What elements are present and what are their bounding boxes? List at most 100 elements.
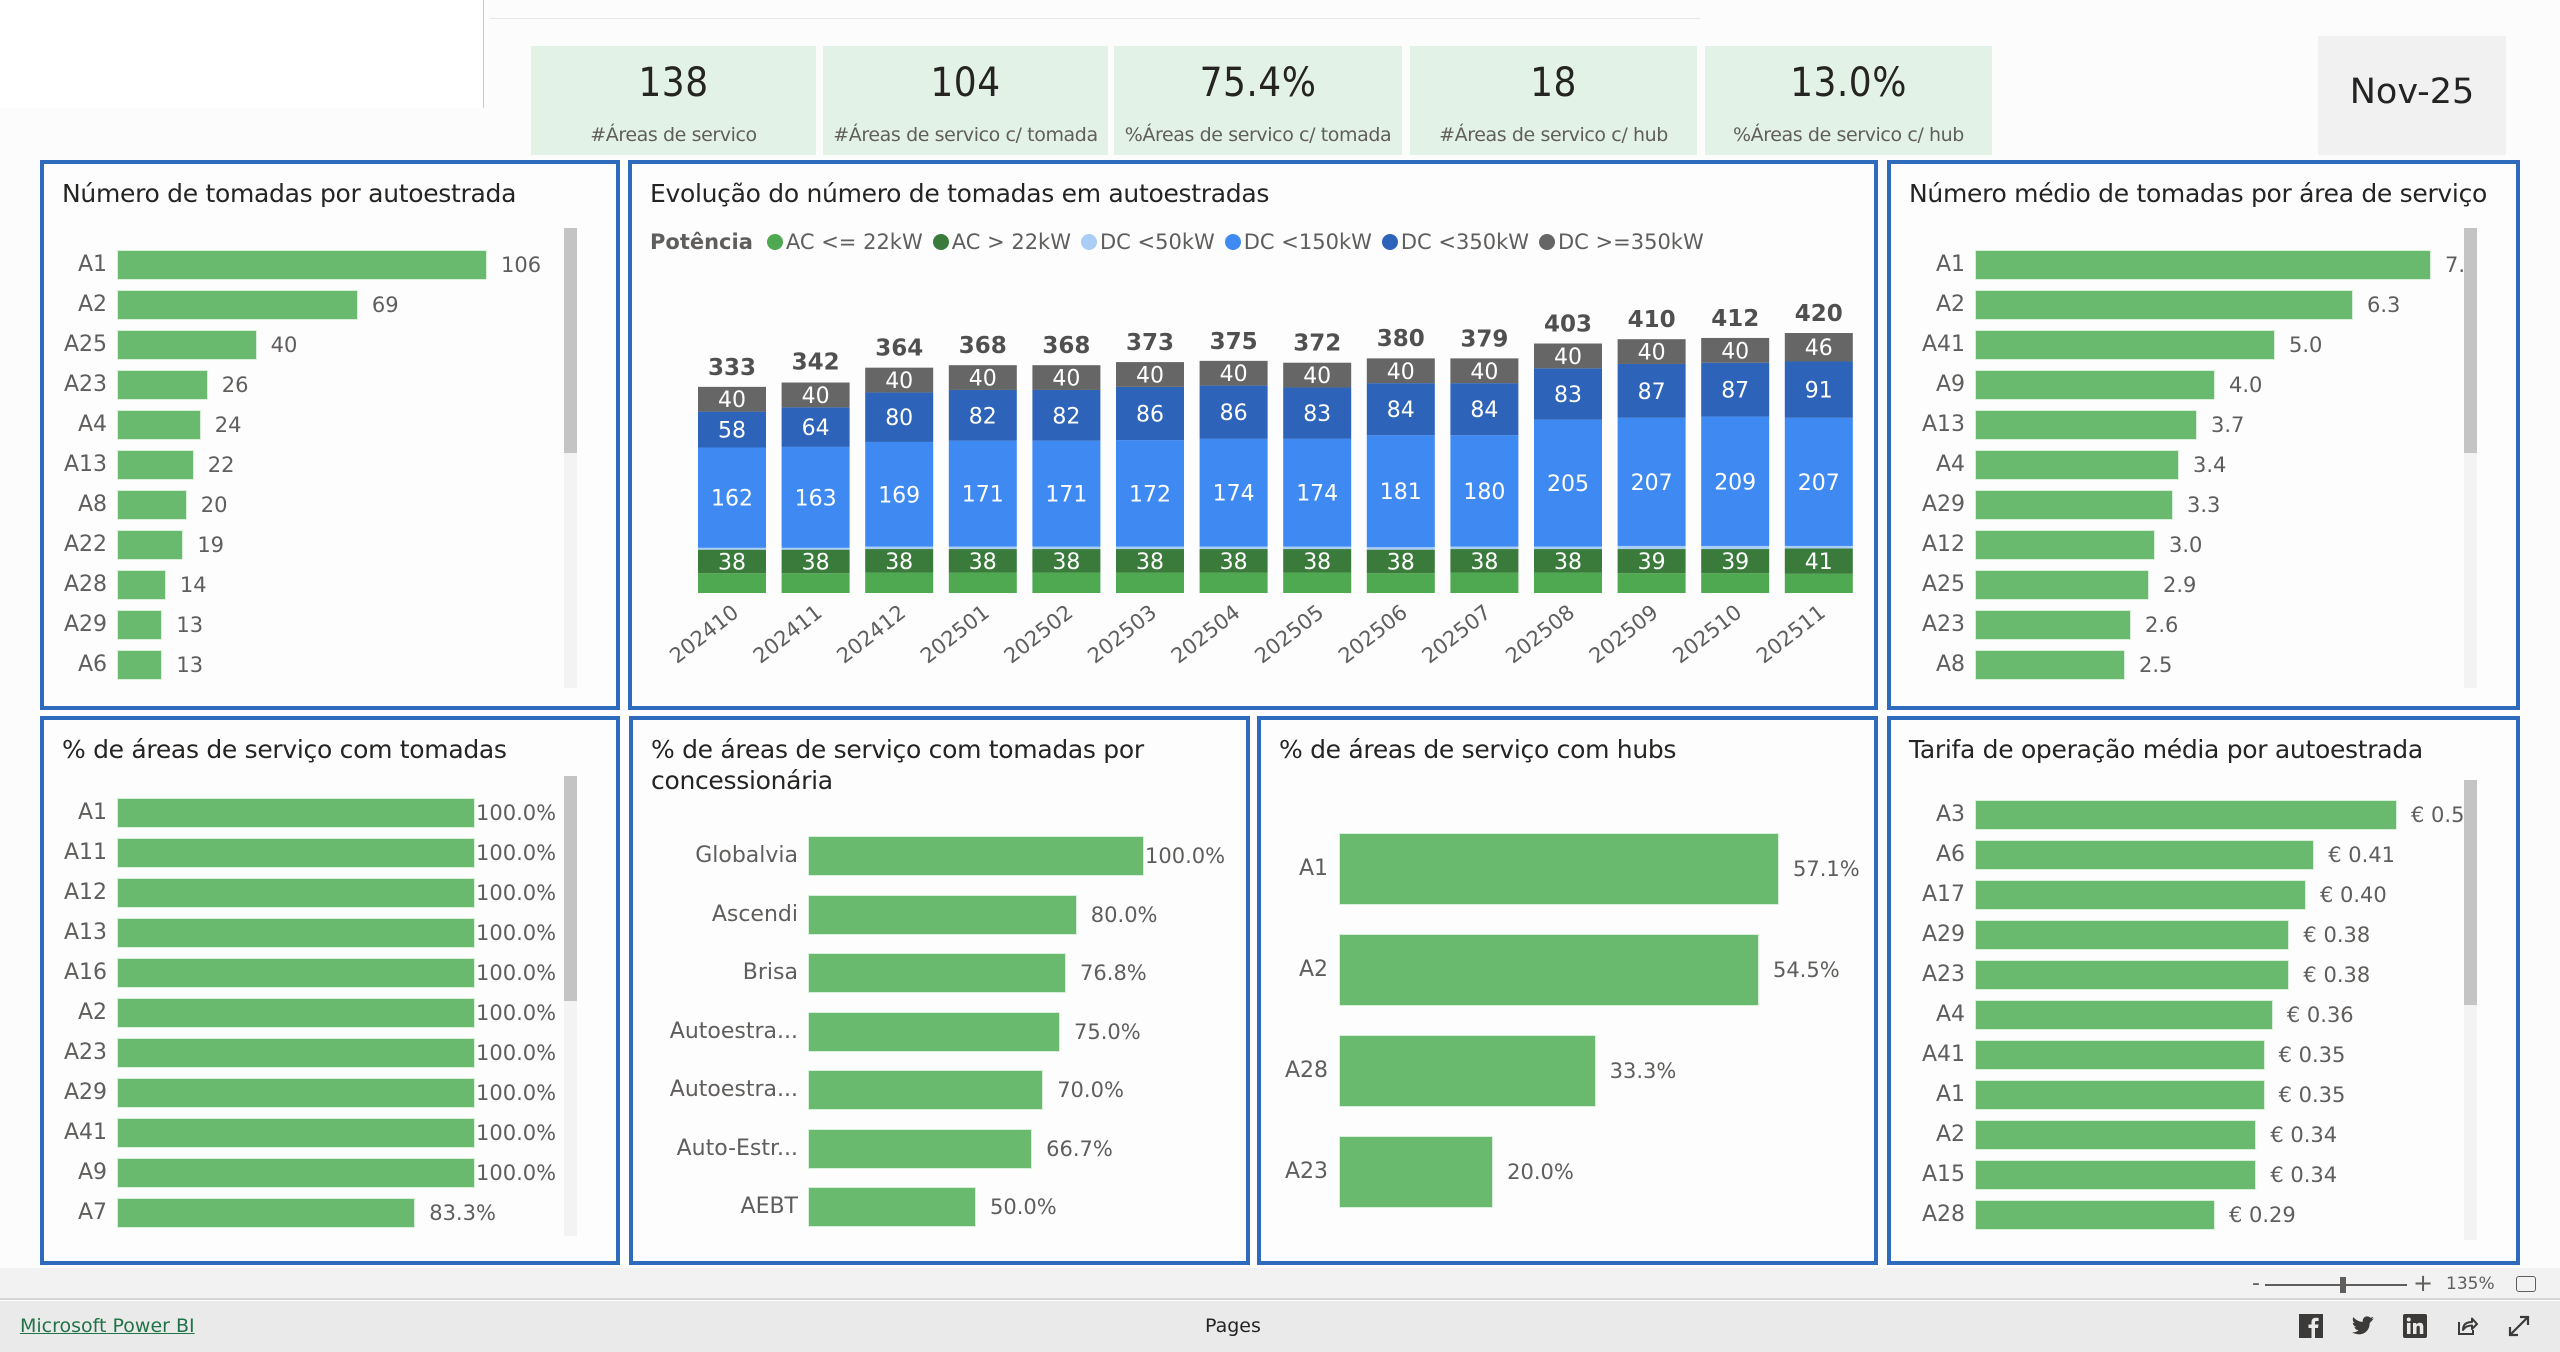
- bar-row[interactable]: Ascendi 80.0%: [633, 893, 1246, 937]
- bar-row[interactable]: A1 7.6: [1891, 248, 2516, 282]
- bar-segment[interactable]: [1199, 360, 1268, 386]
- bar[interactable]: [117, 490, 187, 520]
- bar-segment[interactable]: [948, 546, 1017, 550]
- bar[interactable]: [1339, 1035, 1596, 1107]
- bar-row[interactable]: A9 100.0%: [44, 1156, 616, 1190]
- panel-evolucao-tomadas[interactable]: Evolução do número de tomadas em autoest…: [628, 160, 1878, 710]
- bar-segment[interactable]: [781, 573, 850, 593]
- bar-segment[interactable]: [1450, 435, 1519, 547]
- bar-row[interactable]: A25 40: [44, 328, 616, 362]
- bar-segment[interactable]: [1032, 389, 1101, 441]
- bar-segment[interactable]: [1283, 362, 1352, 388]
- bar-row[interactable]: A28 14: [44, 568, 616, 602]
- bar-segment[interactable]: [1534, 549, 1602, 573]
- bar-segment[interactable]: [1199, 572, 1268, 593]
- bar-segment[interactable]: [1283, 387, 1352, 439]
- bar-row[interactable]: A3 € 0.51: [1891, 798, 2516, 832]
- bar-segment[interactable]: [1283, 546, 1352, 550]
- bar-row[interactable]: A8 2.5: [1891, 648, 2516, 682]
- panel-pct-hubs[interactable]: % de áreas de serviço com hubs A1 57.1% A2…: [1257, 716, 1878, 1265]
- bar[interactable]: [808, 953, 1067, 993]
- bar-row[interactable]: A7 83.3%: [44, 1196, 616, 1230]
- bar-segment[interactable]: [1032, 546, 1101, 550]
- bar-segment[interactable]: [1116, 546, 1184, 550]
- zoom-slider-thumb[interactable]: [2340, 1277, 2347, 1293]
- zoom-slider[interactable]: [2265, 1277, 2407, 1293]
- bar-row[interactable]: A29 100.0%: [44, 1076, 616, 1110]
- bar-segment[interactable]: [1366, 358, 1435, 384]
- twitter-icon[interactable]: [2350, 1313, 2376, 1339]
- bar-segment[interactable]: [865, 572, 934, 593]
- bar-segment[interactable]: [1116, 440, 1184, 547]
- bar-segment[interactable]: [1701, 549, 1770, 574]
- bar[interactable]: [117, 1198, 416, 1228]
- bar[interactable]: [117, 798, 475, 828]
- bar-segment[interactable]: [1032, 365, 1101, 390]
- bar-segment[interactable]: [1784, 548, 1853, 574]
- bar-segment[interactable]: [865, 392, 934, 442]
- bar-segment[interactable]: [1283, 438, 1352, 547]
- bar-row[interactable]: A29 13: [44, 608, 616, 642]
- bar-segment[interactable]: [1450, 383, 1519, 436]
- bar[interactable]: [117, 998, 475, 1028]
- bar-row[interactable]: AEBT 50.0%: [633, 1185, 1246, 1229]
- legend-item[interactable]: DC <350kW: [1381, 230, 1529, 254]
- bar-segment[interactable]: [1283, 572, 1352, 593]
- bar-segment[interactable]: [1534, 572, 1602, 593]
- bar[interactable]: [1975, 1200, 2215, 1230]
- bar-segment[interactable]: [1784, 417, 1853, 546]
- bar[interactable]: [1975, 1160, 2257, 1190]
- bar-segment[interactable]: [1450, 546, 1519, 550]
- stacked-column[interactable]: 38 171 82 40 368 202502: [1000, 333, 1101, 668]
- bar-row[interactable]: A41 € 0.35: [1891, 1038, 2516, 1072]
- bar-segment[interactable]: [1366, 549, 1435, 574]
- bar-segment[interactable]: [1032, 549, 1101, 573]
- bar-segment[interactable]: [1199, 546, 1268, 550]
- legend-item[interactable]: DC <150kW: [1224, 230, 1372, 254]
- powerbi-link[interactable]: Microsoft Power BI: [20, 1315, 195, 1337]
- bar-segment[interactable]: [1199, 438, 1268, 547]
- legend-item[interactable]: AC <= 22kW: [766, 230, 923, 254]
- bar[interactable]: [1975, 290, 2353, 320]
- bar-segment[interactable]: [1701, 573, 1770, 593]
- bar-row[interactable]: A2 69: [44, 288, 616, 322]
- bar-row[interactable]: A4 3.4: [1891, 448, 2516, 482]
- bar-row[interactable]: A6 € 0.41: [1891, 838, 2516, 872]
- bar-segment[interactable]: [1701, 362, 1770, 417]
- fullscreen-icon[interactable]: [2506, 1313, 2532, 1339]
- bar-segment[interactable]: [948, 549, 1017, 573]
- zoom-in-button[interactable]: +: [2413, 1269, 2434, 1297]
- bar[interactable]: [1975, 530, 2155, 560]
- bar-row[interactable]: A23 26: [44, 368, 616, 402]
- bar-row[interactable]: A1 106: [44, 248, 616, 282]
- facebook-icon[interactable]: [2298, 1313, 2324, 1339]
- bar[interactable]: [1975, 450, 2179, 480]
- bar-segment[interactable]: [948, 440, 1017, 547]
- panel-pct-concessionaria[interactable]: % de áreas de serviço com tomadas por co…: [629, 716, 1250, 1265]
- bar-row[interactable]: A4 € 0.36: [1891, 998, 2516, 1032]
- legend-item[interactable]: AC > 22kW: [932, 230, 1071, 254]
- bar-row[interactable]: A2 54.5%: [1261, 932, 1874, 1008]
- bar[interactable]: [1975, 840, 2315, 870]
- bar-segment[interactable]: [1116, 549, 1184, 573]
- bar-row[interactable]: A25 2.9: [1891, 568, 2516, 602]
- bar-segment[interactable]: [1450, 572, 1519, 593]
- bar-segment[interactable]: [1450, 358, 1519, 384]
- bar-segment[interactable]: [948, 389, 1017, 441]
- bar-row[interactable]: A2 100.0%: [44, 996, 616, 1030]
- bar-segment[interactable]: [1617, 339, 1686, 364]
- bar-segment[interactable]: [1784, 573, 1853, 593]
- bar-row[interactable]: Globalvia 100.0%: [633, 834, 1246, 878]
- bar-row[interactable]: A6 13: [44, 648, 616, 682]
- bar[interactable]: [117, 250, 487, 280]
- bar-row[interactable]: A28 € 0.29: [1891, 1198, 2516, 1232]
- bar-segment[interactable]: [781, 407, 850, 447]
- bar-row[interactable]: A2 € 0.34: [1891, 1118, 2516, 1152]
- bar-segment[interactable]: [1366, 573, 1435, 593]
- bar-row[interactable]: A13 100.0%: [44, 916, 616, 950]
- bar-row[interactable]: A1 57.1%: [1261, 831, 1874, 907]
- bar[interactable]: [117, 610, 163, 640]
- scrollbar-thumb[interactable]: [2464, 780, 2477, 1006]
- bar-segment[interactable]: [1032, 572, 1101, 593]
- bar[interactable]: [117, 1158, 475, 1188]
